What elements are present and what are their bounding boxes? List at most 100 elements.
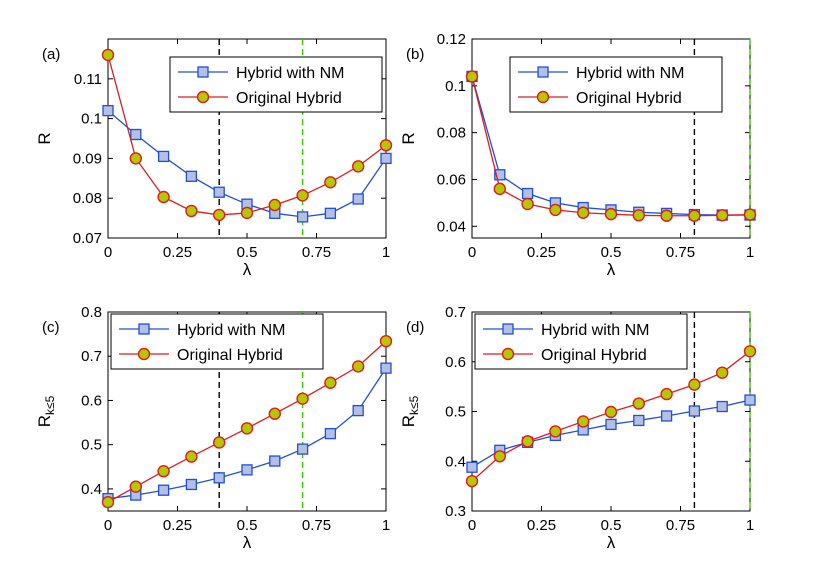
data-point-circle — [324, 376, 337, 389]
data-point-square — [716, 400, 728, 413]
data-point-circle — [549, 203, 562, 217]
data-point-circle — [743, 208, 757, 221]
y-tick-label: 0.07 — [73, 230, 102, 247]
x-tick-label: 0 — [468, 244, 476, 261]
legend-marker-circle — [501, 347, 515, 361]
y-tick-label: 0.09 — [73, 150, 102, 167]
data-point-circle — [493, 182, 506, 196]
y-axis-label-subscript: k≤5 — [43, 395, 57, 415]
y-tick-label: 0.5 — [445, 404, 466, 421]
data-point-circle — [521, 197, 534, 211]
x-axis-label: λ — [607, 260, 616, 279]
data-point-square — [296, 211, 309, 223]
data-point-square — [605, 418, 617, 431]
y-tick-label: 0.4 — [445, 453, 466, 470]
x-tick-label: 0.5 — [237, 517, 258, 534]
x-axis-label: λ — [607, 533, 616, 552]
legend-label: Hybrid with NM — [177, 322, 285, 339]
y-axis-label: R — [35, 132, 54, 144]
data-point-circle — [157, 465, 170, 478]
legend-label: Original Hybrid — [177, 347, 283, 364]
data-point-circle — [465, 70, 479, 83]
x-tick-label: 0.75 — [302, 517, 331, 534]
x-tick-label: 0 — [468, 517, 476, 534]
panel-label-a: (a) — [42, 46, 60, 63]
y-tick-label: 0.3 — [445, 503, 466, 520]
y-tick-label: 0.12 — [437, 31, 466, 48]
data-point-square — [380, 362, 392, 374]
legend-label: Original Hybrid — [576, 90, 682, 107]
x-axis-label: λ — [243, 260, 252, 279]
chart-panel-d: 0 0.25 0.5 0.75 1 0.3 0.4 0.5 0.6 0.7 λ Rk≤5 (d) Hybr… — [399, 304, 757, 552]
data-point-circle — [632, 397, 645, 410]
legend-label: Original Hybrid — [541, 347, 647, 364]
y-tick-label: 0.5 — [81, 437, 102, 454]
data-point-circle — [324, 176, 337, 189]
data-point-square — [269, 455, 281, 467]
legend-marker-square — [502, 323, 514, 335]
legend-marker-circle — [137, 347, 151, 361]
data-point-circle — [268, 407, 281, 420]
data-point-square — [185, 170, 198, 182]
legend-box — [474, 313, 688, 370]
x-tick-label: 0.25 — [163, 517, 192, 534]
y-tick-label: 0.06 — [437, 171, 466, 188]
data-point-square — [324, 427, 337, 440]
data-point-circle — [577, 206, 590, 219]
data-point-square — [744, 394, 756, 406]
data-point-circle — [465, 474, 479, 488]
x-tick-label: 0.5 — [237, 244, 258, 261]
data-point-circle — [129, 480, 143, 493]
x-tick-label: 0 — [104, 517, 112, 534]
x-tick-label: 0.75 — [666, 244, 695, 261]
legend-box — [509, 56, 723, 113]
y-tick-label: 0.6 — [445, 354, 466, 371]
data-point-circle — [296, 189, 309, 202]
legend-b: Hybrid with NM Original Hybrid — [509, 56, 723, 113]
data-point-square — [633, 414, 645, 427]
legend-marker-square — [197, 66, 209, 78]
data-point-circle — [716, 366, 729, 379]
data-point-square — [296, 443, 309, 455]
y-axis-label: Rk≤5 — [399, 395, 421, 427]
data-point-circle — [660, 387, 673, 401]
panel-label-b: (b) — [406, 46, 424, 63]
data-point-square — [380, 152, 392, 165]
data-point-circle — [212, 208, 226, 222]
data-point-circle — [493, 450, 506, 463]
data-point-circle — [688, 209, 701, 222]
x-tick-label: 0.25 — [527, 244, 556, 261]
data-point-circle — [604, 405, 618, 419]
data-point-square — [521, 187, 534, 200]
y-tick-label: 0.11 — [74, 71, 102, 88]
y-axis-label: R — [399, 132, 418, 144]
data-point-circle — [716, 209, 729, 222]
legend-d: Hybrid with NM Original Hybrid — [474, 313, 688, 370]
data-point-square — [102, 104, 114, 117]
x-tick-label: 1 — [382, 517, 390, 534]
data-point-circle — [379, 334, 393, 348]
legend-label: Hybrid with NM — [541, 322, 649, 339]
panel-label-c: (c) — [42, 319, 60, 336]
legend-a: Hybrid with NM Original Hybrid — [169, 56, 383, 113]
data-point-circle — [101, 495, 115, 509]
y-tick-label: 0.6 — [81, 392, 102, 409]
y-tick-label: 0.08 — [73, 190, 102, 207]
data-point-square — [130, 128, 142, 141]
data-point-square — [352, 193, 364, 205]
panel-label-d: (d) — [406, 319, 424, 336]
y-tick-label: 0.08 — [437, 125, 466, 142]
data-point-circle — [185, 450, 198, 463]
y-tick-label: 0.04 — [437, 218, 466, 235]
x-axis-label: λ — [243, 533, 252, 552]
legend-marker-circle — [196, 90, 210, 104]
y-tick-label: 0.4 — [81, 481, 102, 498]
x-tick-label: 0.25 — [527, 517, 556, 534]
data-point-circle — [185, 204, 198, 218]
y-tick-label: 0.7 — [81, 348, 102, 365]
legend-c: Hybrid with NM Original Hybrid — [110, 313, 324, 370]
data-point-square — [352, 404, 364, 417]
data-point-circle — [577, 415, 590, 428]
data-point-circle — [743, 345, 757, 358]
